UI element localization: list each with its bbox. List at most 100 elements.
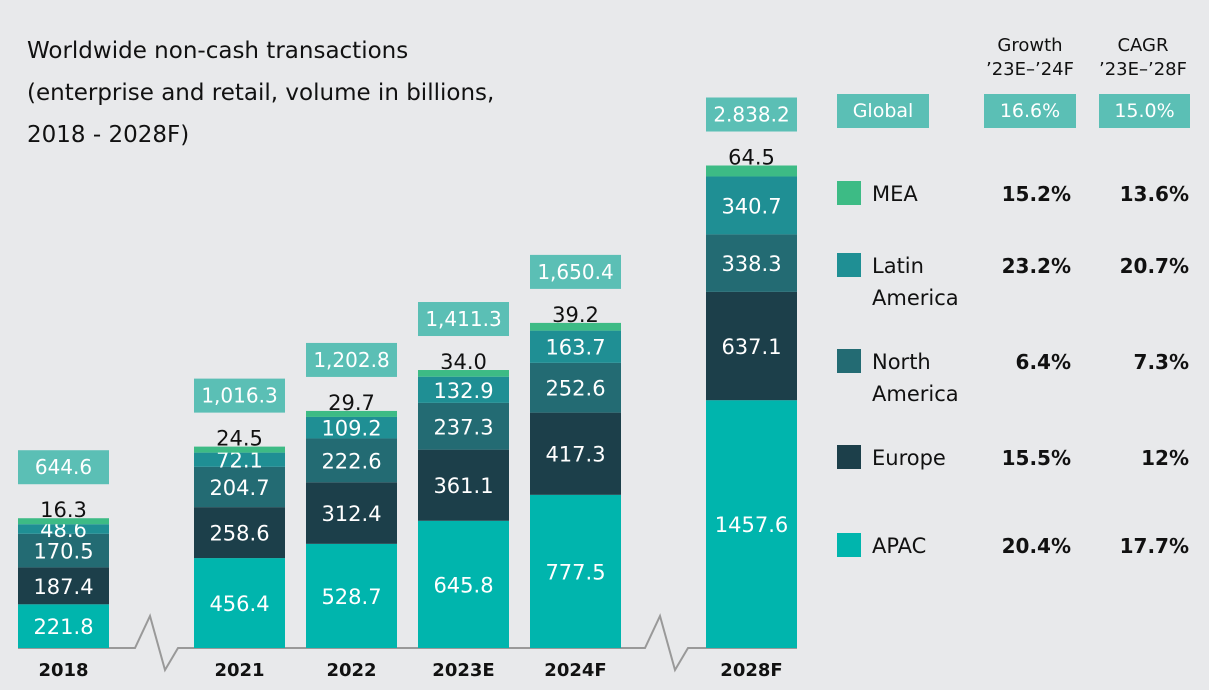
cagr-value: 7.3% <box>1133 350 1189 374</box>
bar-segment-latin-america <box>306 416 397 439</box>
data-label: 64.5 <box>728 146 775 170</box>
global-label: Global <box>837 94 929 128</box>
data-label: 34.0 <box>440 350 487 374</box>
x-tick-label: 2023E <box>432 660 494 681</box>
data-label: 132.9 <box>433 379 493 403</box>
data-label: 417.3 <box>545 443 605 467</box>
legend-swatch <box>837 253 861 277</box>
bar-segment-apac <box>18 604 109 648</box>
legend-swatch <box>837 181 861 205</box>
growth-header: Growth ’23E–’24F <box>986 35 1074 80</box>
data-label: 39.2 <box>552 303 599 327</box>
total-box <box>418 302 509 337</box>
x-tick-label: 2022 <box>326 660 376 681</box>
data-label: 645.8 <box>433 573 493 597</box>
legend-label: MEA <box>872 182 918 206</box>
bar-segment-latin-america <box>706 176 797 235</box>
bar-segment-apac <box>418 520 509 648</box>
bar-segment-europe <box>306 482 397 544</box>
data-label: 204.7 <box>209 476 269 500</box>
cagr-value: 20.7% <box>1119 254 1189 278</box>
legend-label: Latin America <box>872 254 959 310</box>
bar-segment-apac <box>306 543 397 648</box>
bar-segment-north-america <box>306 438 397 483</box>
stacked-bar-chart: 221.8187.4170.548.616.3644.62018456.4258… <box>18 97 797 681</box>
total-box <box>18 450 109 485</box>
legend-swatch <box>837 533 861 557</box>
total-box <box>306 342 397 377</box>
cagr-value: 13.6% <box>1119 182 1189 206</box>
axis-baseline-with-breaks <box>18 613 797 673</box>
bar-segment-mea <box>18 518 109 525</box>
bar-segment-mea <box>418 370 509 377</box>
total-label: 644.6 <box>35 455 92 479</box>
bar-segment-mea <box>194 446 285 453</box>
bar-segment-europe <box>706 291 797 401</box>
bar-segment-apac <box>530 494 621 648</box>
legend-swatch <box>837 349 861 373</box>
data-label: 258.6 <box>209 522 269 546</box>
x-tick-label: 2018 <box>38 660 88 681</box>
bar-segment-europe <box>194 507 285 559</box>
data-label: 252.6 <box>545 377 605 401</box>
legend-label: Europe <box>872 446 946 470</box>
data-label: 312.4 <box>321 502 381 526</box>
bar-segment-mea <box>530 322 621 331</box>
total-label: 2.838.2 <box>713 103 789 127</box>
total-label: 1,650.4 <box>537 260 613 284</box>
bar-segment-north-america <box>530 362 621 413</box>
data-label: 29.7 <box>328 391 375 415</box>
bar-segment-latin-america <box>194 452 285 467</box>
data-label: 777.5 <box>545 560 605 584</box>
bar-segment-europe <box>530 412 621 495</box>
data-label: 338.3 <box>721 252 781 276</box>
data-label: 163.7 <box>545 336 605 360</box>
bar-segment-europe <box>18 567 109 605</box>
bar-segment-europe <box>418 449 509 521</box>
bar-segment-mea <box>306 410 397 417</box>
global-cagr: 15.0% <box>1099 94 1190 128</box>
data-label: 1457.6 <box>715 513 788 537</box>
cagr-value: 12% <box>1141 446 1189 470</box>
data-label: 637.1 <box>721 335 781 359</box>
bar-segment-apac <box>706 400 797 648</box>
bar-segment-north-america <box>18 533 109 568</box>
data-label: 187.4 <box>33 575 93 599</box>
total-label: 1,202.8 <box>313 348 389 372</box>
bar-segment-latin-america <box>18 524 109 534</box>
total-label: 1,016.3 <box>201 384 277 408</box>
x-tick-label: 2021 <box>214 660 264 681</box>
data-label: 237.3 <box>433 415 493 439</box>
growth-value: 15.5% <box>1001 446 1071 470</box>
data-label: 72.1 <box>216 449 263 473</box>
growth-value: 15.2% <box>1001 182 1071 206</box>
bar-segment-north-america <box>706 234 797 292</box>
data-label: 340.7 <box>721 194 781 218</box>
data-label: 170.5 <box>33 540 93 564</box>
total-box <box>530 254 621 289</box>
growth-value: 20.4% <box>1001 534 1071 558</box>
cagr-value: 17.7% <box>1119 534 1189 558</box>
total-box <box>706 97 797 132</box>
data-label: 528.7 <box>321 585 381 609</box>
bar-segment-latin-america <box>530 330 621 363</box>
total-label: 1,411.3 <box>425 307 501 331</box>
legend-swatch <box>837 445 861 469</box>
total-box <box>194 378 285 413</box>
x-tick-label: 2024F <box>544 660 606 681</box>
bar-segment-north-america <box>418 402 509 450</box>
bar-segment-mea <box>706 165 797 177</box>
bar-segment-latin-america <box>418 376 509 403</box>
data-label: 222.6 <box>321 449 381 473</box>
data-label: 221.8 <box>33 615 93 639</box>
data-label: 24.5 <box>216 427 263 451</box>
legend-label: APAC <box>872 534 927 558</box>
data-label: 109.2 <box>321 417 381 441</box>
legend-label: North America <box>872 350 959 406</box>
data-label: 456.4 <box>209 592 269 616</box>
global-growth: 16.6% <box>984 94 1076 128</box>
bar-segment-apac <box>194 558 285 648</box>
bar-segment-north-america <box>194 466 285 508</box>
chart-title: Worldwide non-cash transactions (enterpr… <box>27 38 495 148</box>
growth-value: 23.2% <box>1001 254 1071 278</box>
